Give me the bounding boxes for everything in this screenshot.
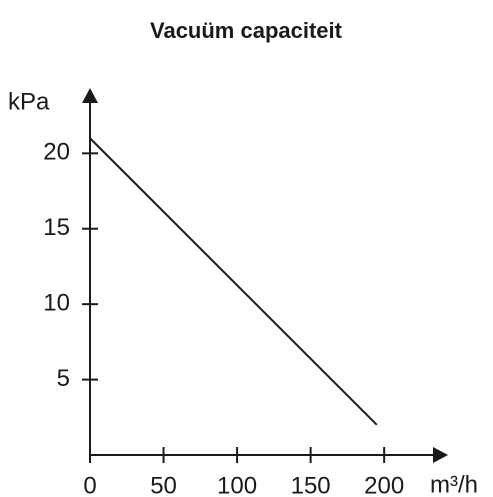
x-axis-arrow [433, 447, 448, 463]
chart-title: Vacuüm capaciteit [150, 18, 343, 43]
data-line [89, 137, 378, 426]
y-tick-label: 10 [43, 290, 70, 317]
x-tick-label: 0 [83, 472, 96, 497]
x-tick-label: 100 [217, 472, 257, 497]
y-axis-label: kPa [8, 88, 50, 115]
x-tick-label: 200 [364, 472, 404, 497]
x-axis-label: m³/h [430, 471, 478, 497]
y-tick-label: 5 [57, 365, 70, 392]
y-axis-arrow [82, 88, 98, 103]
y-tick-label: 15 [43, 214, 70, 241]
y-tick-label: 20 [43, 139, 70, 166]
x-tick-label: 150 [291, 472, 331, 497]
x-tick-label: 50 [150, 472, 177, 497]
